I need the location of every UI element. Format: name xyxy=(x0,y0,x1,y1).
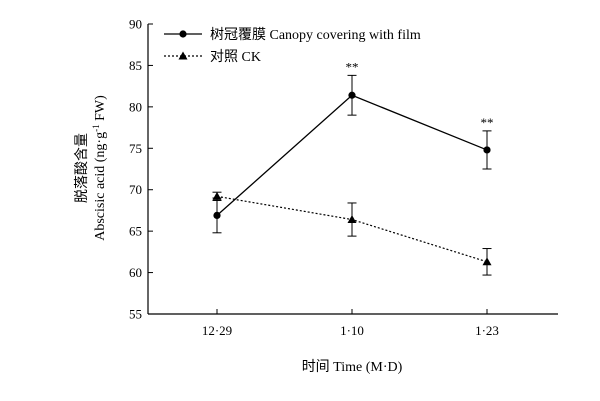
legend-marker-film xyxy=(179,30,187,38)
y-tick-label: 55 xyxy=(129,307,142,322)
y-tick-label: 70 xyxy=(129,182,142,197)
axes: 55 60 65 70 75 80 85 90 12·29 1·10 1·23 xyxy=(129,17,558,338)
y-axis-label-line1: 脱落酸含量 xyxy=(74,133,90,203)
y-axis-label: 脱落酸含量 Abscisic acid (ng·g-1 FW) xyxy=(74,95,108,241)
data-point xyxy=(212,191,222,200)
x-axis-label: 时间 Time (M·D) xyxy=(302,359,403,375)
y-tick-label: 75 xyxy=(129,141,142,156)
series-ck xyxy=(212,191,492,276)
x-tick-label: 12·29 xyxy=(202,323,232,338)
x-tick-label: 1·23 xyxy=(475,323,499,338)
legend-label-film: 树冠覆膜 Canopy covering with film xyxy=(210,27,421,43)
significance-label: ** xyxy=(481,115,494,130)
legend-marker-ck xyxy=(178,51,188,60)
y-tick-label: 85 xyxy=(129,58,142,73)
data-point xyxy=(213,211,221,219)
y-tick-label: 90 xyxy=(129,17,142,32)
significance-label: ** xyxy=(346,59,359,74)
y-tick-label: 60 xyxy=(129,265,142,280)
series-film: ** ** xyxy=(212,59,494,234)
data-point xyxy=(482,257,492,266)
legend-label-ck: 对照 CK xyxy=(210,49,261,65)
y-tick-label: 80 xyxy=(129,99,142,114)
data-point xyxy=(483,146,491,154)
legend: 树冠覆膜 Canopy covering with film 对照 CK xyxy=(164,27,421,65)
y-tick-label: 65 xyxy=(129,224,142,239)
x-tick-label: 1·10 xyxy=(340,323,364,338)
y-axis-label-line2: Abscisic acid (ng·g-1 FW) xyxy=(91,95,108,241)
data-point xyxy=(348,91,356,99)
data-point xyxy=(347,215,357,224)
